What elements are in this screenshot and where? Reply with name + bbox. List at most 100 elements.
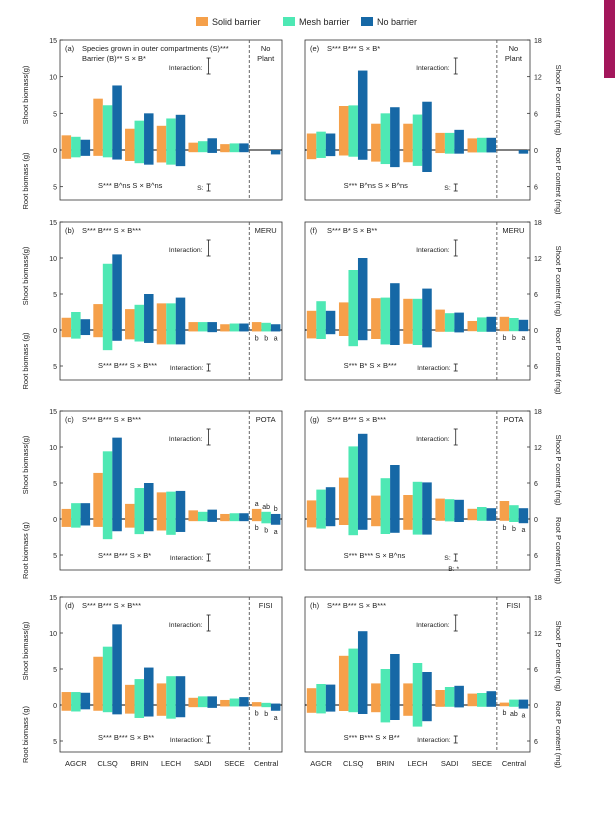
- bar-root: [80, 330, 91, 336]
- chart-panel: 15 10 5 0 5 Shoot biomass(g) Root biomass (g) (…: [21, 220, 283, 390]
- bar-root: [102, 705, 113, 713]
- y-tick-label: 5: [53, 739, 57, 746]
- bar-root: [380, 519, 391, 534]
- bar-shoot: [412, 114, 423, 150]
- bar-shoot: [338, 302, 349, 330]
- panel-letter: (g): [310, 415, 320, 424]
- central-letter-bottom: a: [274, 335, 278, 342]
- bar-root: [435, 705, 445, 707]
- region-label: POTA: [503, 415, 523, 424]
- bar-root: [144, 519, 154, 532]
- plot-frame: [304, 596, 531, 753]
- bar-shoot: [166, 491, 176, 519]
- bar-shoot: [71, 692, 81, 705]
- chart-panel: 18 12 6 0 6 Shoot P content (mg) Root P conten…: [304, 220, 563, 395]
- bar-shoot: [188, 697, 198, 705]
- bar-shoot: [93, 98, 103, 150]
- bar-root: [371, 705, 381, 713]
- bar-root: [239, 330, 249, 332]
- bar-root: [270, 705, 281, 711]
- y-axis-title-root-p: Root P content (mg): [554, 148, 563, 215]
- x-tick-label: LECH: [407, 759, 427, 768]
- bar-shoot: [444, 499, 455, 519]
- bar-shoot: [509, 505, 519, 519]
- bar-root: [71, 330, 81, 339]
- root-stats: S*** B*** S × B^ns: [344, 551, 406, 560]
- bar-root: [156, 150, 167, 163]
- bar-root: [175, 150, 186, 167]
- bar-root: [435, 330, 445, 332]
- bar-shoot: [306, 133, 317, 150]
- y-tick-label: 12: [534, 256, 542, 263]
- bar-root: [422, 330, 432, 348]
- bar-shoot: [93, 472, 103, 519]
- bar-shoot: [220, 699, 230, 705]
- bar-root: [477, 150, 487, 153]
- y-axis-title-root: Root biomass (g): [21, 705, 30, 763]
- chart-panel: 15 10 5 0 5 Shoot biomass(g) Root biomass (g) (…: [21, 38, 283, 210]
- bar-root: [166, 519, 176, 535]
- y-tick-label: 10: [49, 75, 57, 82]
- legend-label: Solid barrier: [212, 17, 261, 27]
- bar-shoot: [93, 656, 103, 705]
- bar-root: [467, 519, 478, 521]
- central-letter-bottom: b: [502, 335, 506, 342]
- bar-root: [156, 330, 167, 345]
- bar-shoot: [316, 301, 326, 330]
- y-tick-label: 15: [49, 220, 57, 227]
- bar-shoot: [261, 322, 271, 330]
- bar-root: [188, 330, 198, 332]
- bar-shoot: [444, 132, 455, 150]
- bar-root: [144, 150, 154, 165]
- bar-shoot: [112, 85, 122, 150]
- bar-root: [509, 705, 519, 707]
- plot-frame: [59, 39, 283, 201]
- bar-shoot: [134, 120, 145, 150]
- bar-root: [518, 330, 529, 332]
- bar-root: [325, 519, 336, 527]
- bar-root: [125, 519, 135, 528]
- bar-root: [93, 519, 103, 527]
- bar-root: [518, 519, 529, 524]
- bar-root: [422, 705, 432, 722]
- bar-root: [357, 705, 368, 714]
- root-interaction-label: S:: [444, 555, 451, 562]
- bar-shoot: [144, 113, 154, 150]
- bar-root: [486, 150, 497, 153]
- bar-root: [357, 330, 368, 341]
- bar-root: [125, 705, 135, 714]
- x-tick-label: CLSQ: [97, 759, 118, 768]
- bar-root: [71, 705, 81, 712]
- bar-root: [454, 330, 464, 333]
- bar-root: [499, 705, 510, 707]
- bar-root: [467, 705, 478, 707]
- panel-letter: (h): [310, 601, 320, 610]
- legend: Solid barrier Mesh barrier No barrier: [196, 17, 417, 27]
- bar-shoot: [71, 136, 81, 150]
- y-tick-label: 5: [53, 667, 57, 674]
- bar-root: [412, 519, 423, 535]
- bar-shoot: [467, 693, 478, 705]
- central-letter-bottom: b: [502, 710, 506, 717]
- bar-shoot: [166, 118, 176, 150]
- bar-shoot: [156, 303, 167, 330]
- bar-root: [371, 519, 381, 527]
- bar-root: [112, 705, 122, 715]
- x-tick-label: SADI: [194, 759, 212, 768]
- bar-shoot: [207, 322, 217, 330]
- bar-root: [380, 150, 391, 165]
- stats-header: S*** B*** S × B***: [327, 601, 386, 610]
- interaction-label: Interaction:: [169, 247, 203, 254]
- y-tick-label: 15: [49, 595, 57, 602]
- x-tick-label: SECE: [472, 759, 492, 768]
- panel-letter: (a): [65, 44, 75, 53]
- plot-frame: [59, 410, 283, 571]
- bar-shoot: [422, 672, 432, 705]
- bar-shoot: [156, 683, 167, 705]
- y-tick-label: 6: [534, 481, 538, 488]
- bar-root: [348, 150, 358, 157]
- interaction-label: Interaction:: [416, 65, 450, 72]
- central-letter-top: b: [274, 506, 278, 513]
- bar-shoot: [306, 688, 317, 705]
- bar-root: [270, 519, 281, 525]
